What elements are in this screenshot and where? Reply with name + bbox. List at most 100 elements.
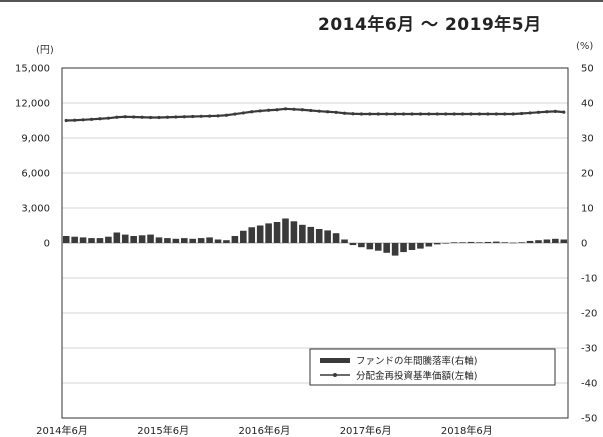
right-tick-label: 50	[581, 64, 594, 75]
nav-point	[326, 110, 330, 114]
return-bar	[366, 243, 374, 250]
right-tick-label: 0	[581, 239, 587, 250]
left-tick-label: 12,000	[15, 99, 50, 110]
nav-point	[258, 109, 262, 113]
return-bar	[467, 241, 475, 243]
return-bar	[526, 240, 534, 243]
nav-point	[444, 112, 448, 116]
legend-line-marker	[333, 373, 337, 377]
return-bar	[155, 237, 163, 243]
left-axis-unit: (円)	[36, 45, 54, 56]
x-tick-label: 2018年6月	[441, 424, 493, 437]
return-bar	[113, 232, 121, 243]
return-bar	[138, 235, 146, 243]
nav-point	[64, 118, 68, 123]
nav-point	[562, 110, 566, 114]
top-border	[0, 0, 603, 2]
nav-point	[81, 118, 85, 122]
return-bar	[214, 239, 222, 243]
left-tick-label: 15,000	[15, 64, 50, 75]
nav-point	[216, 114, 220, 118]
nav-point	[460, 112, 465, 116]
left-tick-label: 0	[44, 239, 50, 250]
return-bar	[417, 243, 424, 249]
nav-point	[267, 108, 271, 112]
left-tick-label: 6,000	[21, 169, 50, 180]
left-tick-label: 9,000	[21, 134, 50, 145]
right-tick-label: -30	[581, 344, 597, 355]
return-bar	[248, 227, 256, 243]
nav-point	[435, 112, 439, 116]
return-bar	[121, 234, 129, 243]
nav-point	[89, 117, 94, 121]
return-bars	[62, 218, 568, 256]
nav-point	[494, 112, 498, 116]
return-bar	[552, 238, 559, 243]
return-bar	[425, 243, 433, 247]
return-bar	[164, 238, 171, 243]
nav-point	[477, 112, 482, 116]
return-bar	[315, 229, 323, 243]
x-tick-label: 2014年6月	[36, 424, 88, 437]
nav-point	[123, 115, 127, 119]
return-bar	[358, 243, 365, 248]
return-bar	[96, 238, 104, 243]
return-bar	[442, 243, 450, 244]
nav-point	[73, 118, 77, 122]
nav-point	[418, 112, 423, 116]
nav-point	[140, 115, 144, 119]
nav-point	[368, 112, 372, 116]
nav-line-layer	[64, 107, 566, 123]
nav-point	[199, 114, 203, 118]
return-bar	[307, 226, 315, 243]
return-bar	[374, 243, 382, 251]
nav-point	[233, 112, 237, 116]
nav-point	[469, 112, 473, 116]
nav-point	[106, 116, 110, 120]
return-bar	[172, 238, 180, 243]
nav-point	[520, 111, 524, 116]
return-bar	[324, 230, 331, 243]
return-bar	[501, 242, 509, 243]
right-tick-label: 40	[581, 99, 594, 110]
nav-point	[241, 111, 245, 115]
return-bar	[518, 242, 525, 243]
return-bar	[180, 238, 188, 243]
nav-point	[165, 115, 170, 119]
return-bar	[256, 225, 264, 243]
x-tick-label: 2015年6月	[137, 424, 189, 437]
nav-point	[393, 112, 397, 116]
return-bar	[62, 236, 70, 243]
nav-point	[275, 108, 279, 112]
nav-point	[511, 112, 515, 116]
return-bar	[240, 230, 247, 243]
nav-point	[503, 112, 507, 116]
legend-bar-swatch	[320, 358, 350, 363]
x-tick-label: 2016年6月	[238, 424, 290, 437]
return-bar	[459, 242, 466, 243]
nav-point	[191, 114, 195, 119]
nav-point	[334, 110, 338, 114]
return-bar	[450, 242, 458, 243]
nav-point	[300, 108, 304, 112]
return-bar	[206, 237, 213, 243]
return-bar	[535, 240, 542, 243]
return-bar	[273, 222, 281, 243]
legend-line-label: 分配金再投資基準価額(左軸)	[356, 370, 477, 382]
nav-point	[283, 107, 288, 111]
nav-point	[309, 108, 313, 113]
return-bar	[493, 241, 500, 243]
nav-point	[486, 112, 490, 116]
return-bar	[290, 221, 298, 243]
nav-point	[359, 112, 363, 116]
left-tick-label: 3,000	[21, 204, 50, 215]
return-bar	[332, 233, 340, 243]
nav-point	[401, 112, 406, 116]
nav-point	[317, 109, 321, 113]
return-bar	[147, 234, 154, 243]
nav-point	[250, 110, 254, 114]
nav-point	[224, 113, 229, 117]
nav-point	[385, 112, 389, 116]
return-bar	[400, 243, 407, 253]
